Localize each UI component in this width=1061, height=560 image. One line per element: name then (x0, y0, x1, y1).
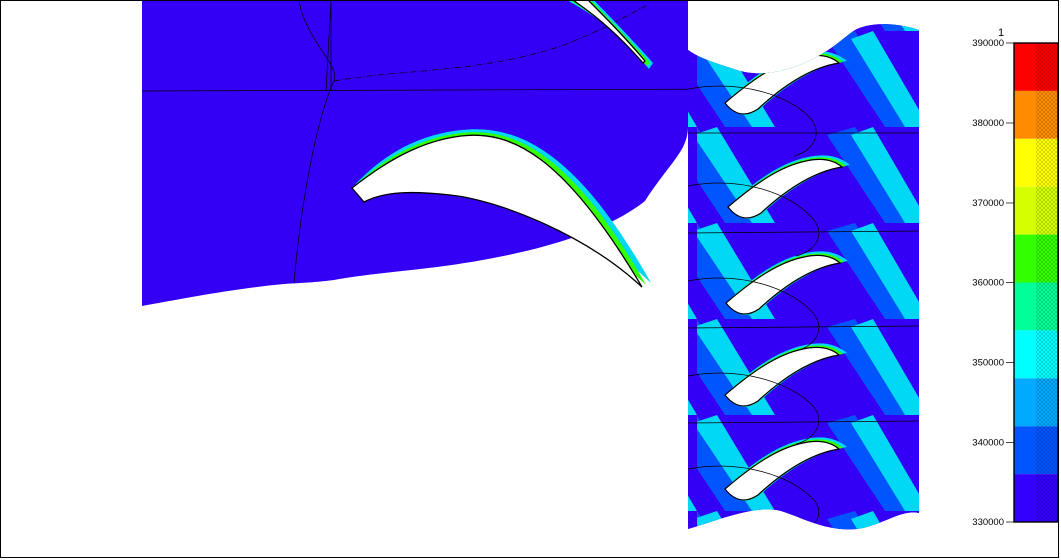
svg-text:350000: 350000 (972, 358, 1004, 369)
svg-text:390000: 390000 (972, 38, 1004, 49)
svg-text:330000: 330000 (972, 517, 1004, 528)
svg-text:370000: 370000 (972, 198, 1004, 209)
svg-text:380000: 380000 (972, 118, 1004, 129)
svg-text:340000: 340000 (972, 438, 1004, 449)
svg-text:360000: 360000 (972, 278, 1004, 289)
